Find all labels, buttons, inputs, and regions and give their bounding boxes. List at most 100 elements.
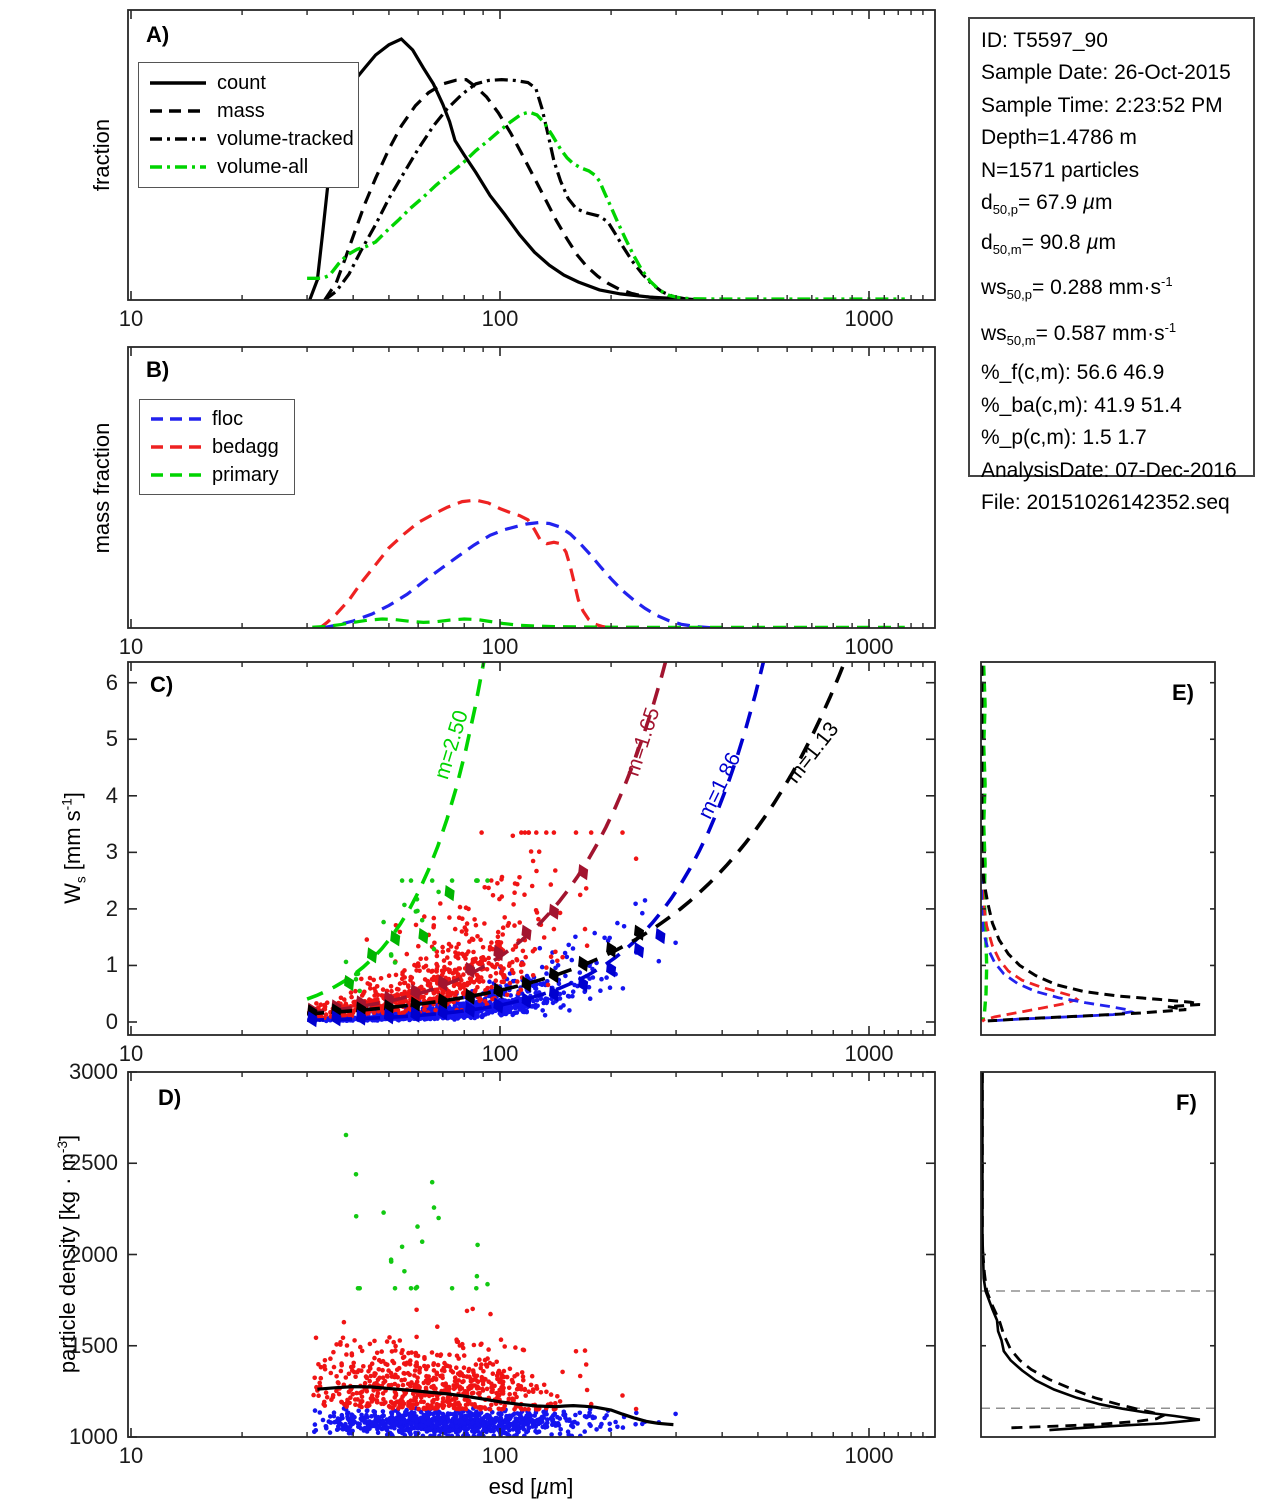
dot-floc <box>498 1012 504 1018</box>
dot-floc <box>461 1426 467 1431</box>
dot-bedagg <box>494 939 500 945</box>
dot-bedagg <box>423 1366 429 1372</box>
dot-floc <box>567 1008 572 1013</box>
dot-bedagg <box>446 993 451 999</box>
dot-bedagg <box>529 883 535 889</box>
dot-bedagg <box>583 886 589 891</box>
dot-floc <box>435 1415 441 1421</box>
info-line: Depth=1.4786 m <box>981 122 1253 154</box>
dot-bedagg <box>399 1377 404 1383</box>
dot-floc <box>607 1427 613 1433</box>
diamond-all-median <box>437 993 448 1010</box>
dot-bedagg <box>501 1368 507 1374</box>
dot-bedagg <box>407 1403 412 1409</box>
dot-bedagg <box>509 1377 515 1383</box>
dot-bedagg <box>404 951 410 957</box>
diamond-primary-median <box>366 947 378 964</box>
diamond-bedagg-median <box>410 983 421 1001</box>
dot-bedagg <box>322 1399 327 1405</box>
dot-bedagg <box>620 830 625 835</box>
dot-bedagg <box>389 988 394 994</box>
dot-bedagg <box>334 1388 339 1394</box>
dot-floc <box>570 1420 575 1425</box>
legend-item-floc: floc <box>140 405 294 433</box>
dot-floc <box>426 1411 432 1417</box>
legend-label: count <box>217 71 266 94</box>
dot-floc <box>369 1414 374 1419</box>
dot-bedagg <box>495 881 500 886</box>
info-line: Sample Date: 26-Oct-2015 <box>981 57 1253 89</box>
dot-bedagg <box>353 988 358 994</box>
dot-bedagg <box>510 959 515 965</box>
diamond-bedagg-median <box>521 924 532 941</box>
dot-bedagg <box>446 1400 451 1405</box>
dot-bedagg <box>348 1395 353 1400</box>
dot-bedagg <box>396 1406 401 1411</box>
dot-bedagg <box>397 1338 403 1343</box>
dot-bedagg <box>506 1385 512 1391</box>
dot-primary <box>474 1273 480 1279</box>
dot-bedagg <box>401 1010 407 1015</box>
diamond-floc-median <box>606 961 617 978</box>
dot-bedagg <box>470 1306 476 1312</box>
dot-floc <box>312 1408 318 1413</box>
dot-bedagg <box>445 1386 451 1391</box>
dot-bedagg <box>506 1396 512 1402</box>
diamond-bedagg-median <box>493 944 504 962</box>
dot-bedagg <box>318 1002 324 1007</box>
dot-bedagg <box>433 1008 438 1013</box>
x-tick-label: 1000 <box>844 1443 894 1468</box>
dot-bedagg <box>374 1398 380 1403</box>
dot-bedagg <box>534 830 539 835</box>
dot-floc <box>445 1415 451 1421</box>
dot-floc <box>426 1426 432 1432</box>
dot-floc <box>488 1008 494 1014</box>
dot-floc <box>534 1429 539 1435</box>
dot-bedagg <box>372 1338 377 1344</box>
dot-bedagg <box>348 1364 354 1370</box>
dot-bedagg <box>400 1394 405 1399</box>
dot-floc <box>411 1417 417 1422</box>
dot-floc <box>475 1426 480 1432</box>
dot-floc <box>553 1423 558 1428</box>
y-tick-label: 2 <box>105 895 118 921</box>
diamond-all-median <box>548 967 559 984</box>
dot-floc <box>539 1416 545 1422</box>
dot-floc <box>602 935 607 941</box>
dot-floc <box>599 976 604 982</box>
dot-bedagg <box>471 1370 476 1375</box>
dot-bedagg <box>423 963 429 969</box>
dot-bedagg <box>494 1395 500 1401</box>
dot-floc <box>564 954 570 960</box>
dot-bedagg <box>334 1374 339 1379</box>
dot-bedagg <box>400 970 405 975</box>
dot-bedagg <box>463 1402 469 1408</box>
dot-bedagg <box>516 990 521 996</box>
dot-bedagg <box>405 983 411 988</box>
dot-floc <box>562 950 568 956</box>
dot-primary <box>402 902 407 908</box>
dot-bedagg <box>450 1369 456 1375</box>
panel-f-box <box>980 1071 1216 1438</box>
dot-floc <box>558 1005 563 1010</box>
y-tick-label: 3 <box>105 839 118 865</box>
x-tick-label: 100 <box>481 1443 519 1468</box>
dot-floc <box>604 975 609 980</box>
dot-floc <box>327 1430 333 1435</box>
dot-bedagg <box>469 1390 475 1396</box>
dot-bedagg <box>390 1358 395 1364</box>
dot-floc <box>502 998 508 1003</box>
dot-bedagg <box>344 1402 350 1408</box>
dot-bedagg <box>344 1352 349 1357</box>
dot-floc <box>558 1427 563 1432</box>
dot-bedagg <box>334 1342 339 1347</box>
info-line: File: 20151026142352.seq <box>981 487 1253 519</box>
dot-bedagg <box>386 1383 392 1388</box>
dot-floc <box>598 988 603 993</box>
dot-floc <box>539 982 545 987</box>
dot-bedagg <box>442 964 447 970</box>
dot-bedagg <box>462 925 468 930</box>
legend-panel-b: floc bedagg primary <box>139 399 295 495</box>
dot-floc <box>582 1414 588 1419</box>
dot-bedagg <box>457 966 463 971</box>
